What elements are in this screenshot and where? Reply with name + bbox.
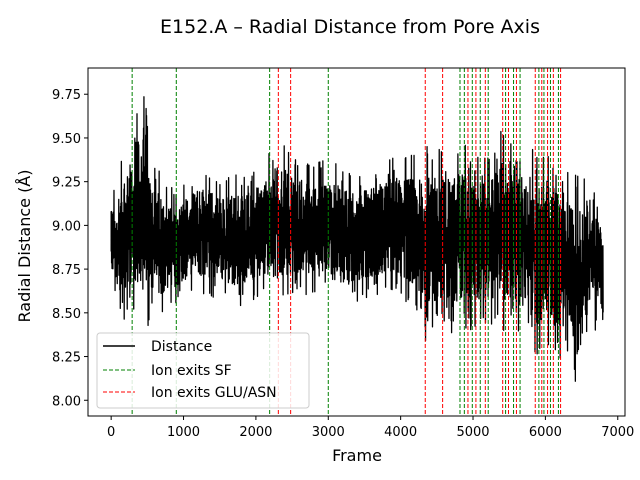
x-tick-label: 5000 bbox=[456, 425, 489, 440]
y-tick-label: 8.50 bbox=[52, 307, 81, 322]
legend-label: Distance bbox=[151, 339, 212, 355]
legend-label: Ion exits SF bbox=[151, 363, 232, 379]
legend-box bbox=[96, 332, 310, 409]
x-tick-label: 3000 bbox=[312, 425, 345, 440]
x-axis-label: Frame bbox=[332, 446, 382, 465]
x-tick-label: 0 bbox=[107, 425, 115, 440]
y-axis-ticks: 8.00 8.25 8.50 8.75 9.00 9.25 9.50 9.75 bbox=[52, 88, 88, 409]
axes-frame bbox=[87, 67, 626, 417]
legend-label: Ion exits GLU/ASN bbox=[151, 385, 277, 401]
y-axis-label: Radial Distance (Å) bbox=[15, 170, 34, 323]
y-tick-label: 9.50 bbox=[52, 132, 81, 147]
x-tick-label: 6000 bbox=[529, 425, 562, 440]
x-tick-label: 2000 bbox=[239, 425, 272, 440]
y-tick-label: 9.75 bbox=[52, 88, 81, 103]
y-tick-label: 9.00 bbox=[52, 219, 81, 234]
y-tick-label: 8.75 bbox=[52, 263, 81, 278]
y-tick-label: 8.00 bbox=[52, 394, 81, 409]
chart-title: E152.A – Radial Distance from Pore Axis bbox=[160, 16, 540, 38]
x-tick-label: 1000 bbox=[167, 425, 200, 440]
x-axis-ticks: 0 1000 2000 3000 4000 5000 6000 7000 bbox=[107, 416, 634, 440]
distance-series-line bbox=[110, 96, 604, 382]
y-tick-label: 8.25 bbox=[52, 351, 81, 366]
x-tick-label: 4000 bbox=[384, 425, 417, 440]
x-tick-label: 7000 bbox=[601, 425, 634, 440]
plot-area bbox=[110, 68, 604, 416]
legend: Distance Ion exits SF Ion exits GLU/ASN bbox=[96, 332, 310, 409]
y-tick-label: 9.25 bbox=[52, 176, 81, 191]
